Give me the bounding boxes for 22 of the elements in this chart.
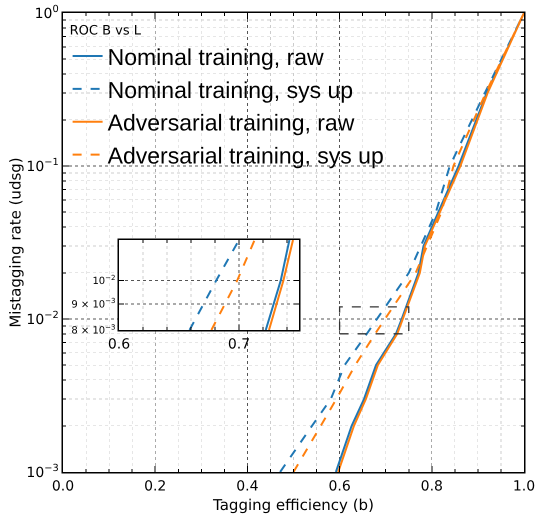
x-tick-label: 0.2 [144,478,166,494]
y-axis-title: Mistagging rate (udsg) [6,157,24,328]
y-tick-label: 10$^{−2}$ [26,310,59,328]
legend-label: Nominal training, raw [108,44,324,70]
x-tick-label: 0.8 [420,478,443,494]
x-tick-label: 0.0 [52,478,74,494]
x-tick-label: 0.4 [236,478,259,494]
legend-label: Adversarial training, raw [108,110,355,136]
x-tick-label: 0.7 [228,336,250,352]
legend-label: Adversarial training, sys up [108,142,384,169]
x-tick-label: 0.6 [108,336,130,352]
legend-label: Nominal training, sys up [108,76,354,103]
x-tick-label: 0.6 [328,478,351,494]
y-tick-label: 10$^{−2}$ [92,274,116,287]
y-tick-label: 10$^{−1}$ [26,157,59,175]
y-tick-label: 9 × 10$^{−3}$ [71,297,116,310]
legend-title: ROC B vs L [70,23,142,38]
y-tick-label: 10$^{−3}$ [26,463,59,481]
x-tick-label: 1.0 [512,478,536,494]
y-tick-label: 8 × 10$^{−3}$ [71,323,116,336]
y-tick-label: 10$^{0}$ [34,4,59,22]
x-axis-title: Tagging efficiency (b) [212,496,374,514]
